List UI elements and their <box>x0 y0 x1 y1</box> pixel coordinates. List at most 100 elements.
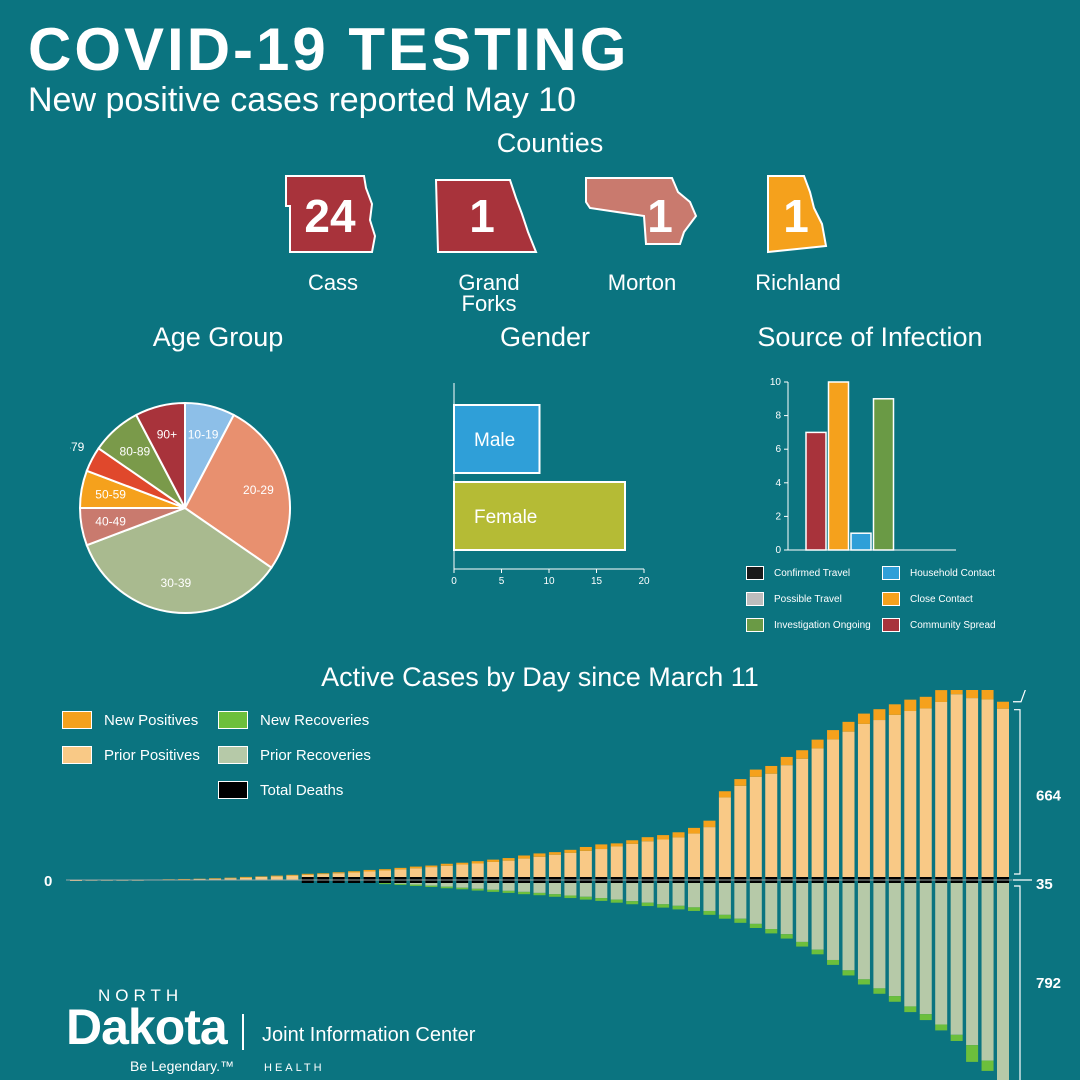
bar-prior-positives <box>255 876 268 880</box>
bar-prior-positives <box>363 871 376 880</box>
footer-divider <box>242 1014 244 1050</box>
bar-new-positives <box>935 690 948 702</box>
bar-prior-positives <box>981 699 994 880</box>
callout-prior-positives: 664 <box>1036 787 1062 804</box>
footer-health: HEALTH <box>264 1062 325 1074</box>
bar-new-recoveries <box>610 899 623 903</box>
pie-slice-90 <box>134 401 186 509</box>
bar-prior-positives <box>286 875 299 880</box>
bar-new-recoveries <box>409 884 422 886</box>
bar-prior-positives <box>332 873 345 880</box>
pie-slice-30-39 <box>85 506 273 614</box>
bar-prior-positives <box>626 843 639 880</box>
legend-community-spread: Community Spread <box>882 617 1032 633</box>
bar-new-positives <box>919 696 932 709</box>
bar-new-positives <box>239 876 252 878</box>
bar-prior-positives <box>409 868 422 880</box>
callout-prior-recoveries: 792 <box>1036 975 1061 992</box>
bar-new-recoveries <box>842 970 855 976</box>
legend-label: Household Contact <box>910 567 996 579</box>
bar-prior-positives <box>595 849 608 880</box>
bar-new-recoveries <box>533 892 546 896</box>
active-cases-chart: 0276643579230 <box>44 690 1062 1080</box>
bar-prior-positives <box>966 698 979 880</box>
bar-prior-recoveries <box>749 880 762 924</box>
legend-swatch <box>62 746 92 764</box>
source-bar-investigation-ongoing <box>872 398 895 551</box>
bar-prior-recoveries <box>997 880 1009 1080</box>
bar-prior-positives <box>348 872 361 880</box>
bar-prior-positives <box>610 846 623 880</box>
source-tick-label: 8 <box>775 411 781 422</box>
gender-tick-label: 20 <box>638 576 650 587</box>
bar-prior-positives <box>703 827 716 880</box>
bar-new-positives <box>209 878 222 879</box>
callout-new-positives-line <box>1013 690 1026 703</box>
pie-label-90: 90+ <box>157 428 177 442</box>
bar-prior-positives <box>518 858 531 880</box>
bar-new-positives <box>332 872 345 874</box>
legend-prior-positives: Prior Positives <box>62 744 218 766</box>
bar-new-positives <box>533 853 546 857</box>
bar-new-positives <box>857 713 870 724</box>
bar-new-positives <box>409 866 422 869</box>
bar-new-positives <box>394 867 407 870</box>
bar-new-recoveries <box>734 918 747 923</box>
callout-prior-recoveries-bracket <box>1014 885 1021 1080</box>
county-richland: 1 <box>767 175 828 254</box>
bar-new-positives <box>456 862 469 865</box>
legend-swatch <box>746 566 764 580</box>
bar-new-positives <box>548 852 561 855</box>
bar-prior-positives <box>394 869 407 880</box>
county-grand-forks: 1 <box>434 179 538 253</box>
bar-new-positives <box>842 721 855 732</box>
bar-prior-recoveries <box>626 880 639 902</box>
source-tick-label: 4 <box>775 478 781 489</box>
bar-new-positives <box>224 877 237 879</box>
gender-label-female: Female <box>474 507 537 528</box>
pie-slice-20-29 <box>183 413 291 570</box>
legend-close-contact: Close Contact <box>882 591 1032 607</box>
bar-prior-recoveries <box>857 880 870 980</box>
bar-new-recoveries <box>579 896 592 900</box>
bar-new-positives <box>564 849 577 853</box>
bar-prior-positives <box>919 708 932 880</box>
gender-tick-label: 5 <box>499 576 505 587</box>
morton-shape <box>585 177 698 245</box>
bar-new-recoveries <box>796 941 809 947</box>
bar-prior-positives <box>193 878 206 880</box>
legend-label: Total Deaths <box>260 781 344 799</box>
bar-prior-recoveries <box>610 880 623 900</box>
bar-new-positives <box>579 846 592 851</box>
bar-new-positives <box>317 873 330 875</box>
bar-prior-positives <box>270 876 283 880</box>
bar-new-positives <box>997 701 1009 709</box>
bar-prior-positives <box>997 708 1009 880</box>
bar-prior-recoveries <box>827 880 840 960</box>
gender-bar-male <box>453 404 541 474</box>
bar-prior-positives <box>641 841 654 880</box>
legend-label: Community Spread <box>910 619 996 631</box>
bar-new-recoveries <box>827 959 840 965</box>
bar-new-positives <box>966 690 979 699</box>
bar-new-recoveries <box>749 923 762 928</box>
bar-new-recoveries <box>518 891 531 895</box>
morton-label: Morton <box>607 270 677 295</box>
bar-new-positives <box>873 709 886 721</box>
bar-new-recoveries <box>703 910 716 915</box>
bar-prior-recoveries <box>440 880 453 887</box>
bar-new-recoveries <box>564 895 577 899</box>
bar-new-recoveries <box>688 907 700 911</box>
bar-prior-recoveries <box>811 880 824 950</box>
gender-tick-label: 15 <box>591 576 603 587</box>
legend-label: New Positives <box>104 711 199 729</box>
bar-prior-positives <box>842 731 855 880</box>
bar-new-positives <box>502 858 515 861</box>
county-cass: 24 <box>285 175 377 253</box>
bar-new-positives <box>981 690 994 700</box>
source-tick-label: 0 <box>775 545 781 556</box>
bar-prior-positives <box>579 850 592 880</box>
gender-label-male: Male <box>474 430 515 451</box>
bar-prior-recoveries <box>981 880 994 1061</box>
bar-prior-positives <box>209 878 222 880</box>
